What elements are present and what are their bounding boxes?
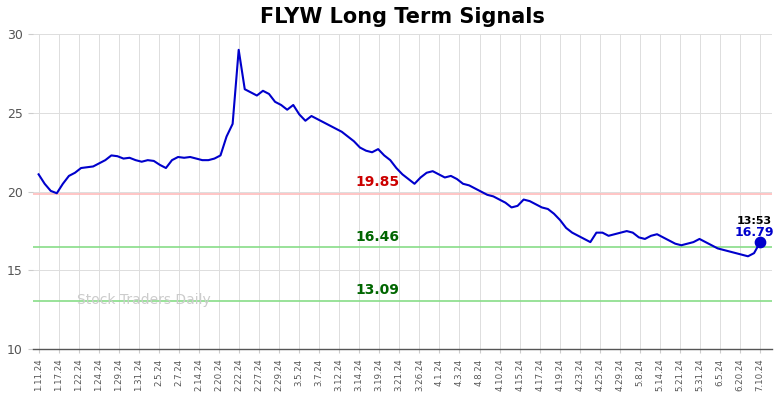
- Text: 16.46: 16.46: [356, 230, 400, 244]
- Text: 13:53: 13:53: [736, 217, 771, 226]
- Title: FLYW Long Term Signals: FLYW Long Term Signals: [260, 7, 545, 27]
- Text: 19.85: 19.85: [356, 175, 400, 189]
- Text: Stock Traders Daily: Stock Traders Daily: [77, 293, 211, 306]
- Text: 13.09: 13.09: [356, 283, 400, 297]
- Point: [754, 239, 767, 246]
- Text: 16.79: 16.79: [735, 226, 774, 239]
